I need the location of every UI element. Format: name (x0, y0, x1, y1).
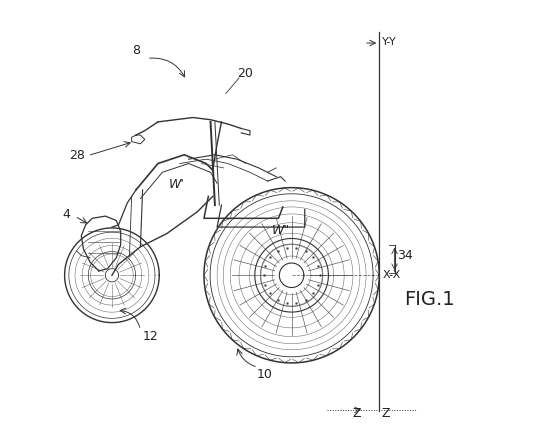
Text: Z: Z (381, 407, 390, 420)
Text: X-X: X-X (383, 270, 401, 280)
Text: 12: 12 (143, 330, 158, 343)
Text: 8: 8 (132, 44, 140, 57)
Text: 34: 34 (397, 249, 412, 262)
Text: 20: 20 (237, 67, 253, 80)
Text: 10: 10 (257, 368, 272, 381)
Text: FIG.1: FIG.1 (404, 290, 455, 309)
Text: W": W" (272, 224, 290, 237)
Text: Y-Y: Y-Y (383, 37, 397, 47)
Text: 28: 28 (70, 149, 85, 162)
Text: W': W' (169, 178, 185, 191)
Text: 4: 4 (63, 208, 70, 221)
Text: Z: Z (352, 407, 361, 420)
